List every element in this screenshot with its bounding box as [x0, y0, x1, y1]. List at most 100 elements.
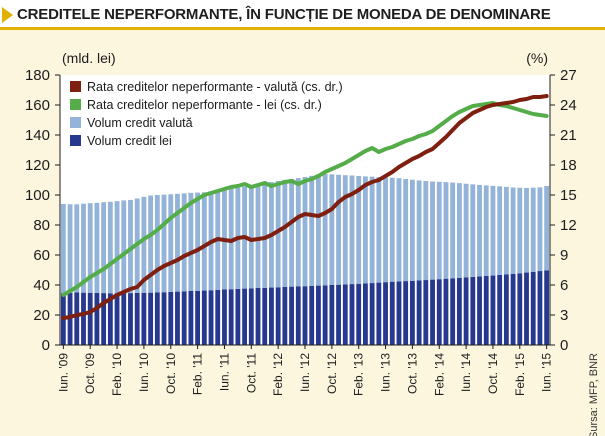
- bar-volum-valuta: [101, 202, 107, 294]
- y-left-tick-label: 120: [25, 157, 50, 174]
- bar-volum-lei: [101, 293, 107, 345]
- bar-volum-lei: [389, 281, 395, 345]
- bar-volum-lei: [376, 282, 382, 345]
- bar-volum-valuta: [195, 192, 201, 291]
- y-right-tick-label: 12: [560, 217, 577, 234]
- bar-volum-valuta: [490, 185, 496, 276]
- bar-volum-valuta: [295, 178, 301, 287]
- bar-volum-lei: [316, 285, 321, 345]
- y-left-tick-label: 140: [25, 127, 50, 144]
- bar-volum-lei: [396, 281, 402, 345]
- legend-swatch: [70, 117, 81, 128]
- bar-volum-valuta: [369, 176, 375, 284]
- bar-volum-lei: [87, 292, 93, 345]
- x-tick-label: Iun. '12: [298, 353, 312, 392]
- bar-volum-lei: [208, 290, 214, 345]
- bar-volum-valuta: [154, 195, 160, 293]
- bar-volum-lei: [362, 283, 368, 345]
- x-tick-label: Oct. '12: [325, 353, 339, 394]
- x-tick-label: Oct. '11: [244, 353, 258, 393]
- line-rata-valuta: [61, 94, 549, 320]
- bar-volum-lei: [121, 293, 127, 345]
- bar-volum-valuta: [450, 182, 456, 279]
- bar-volum-valuta: [483, 185, 489, 276]
- bar-volum-lei: [416, 280, 422, 345]
- bar-volum-valuta: [383, 177, 388, 283]
- bar-volum-lei: [114, 293, 120, 345]
- bar-volum-valuta: [403, 178, 409, 282]
- bar-volum-lei: [409, 280, 415, 345]
- bar-volum-valuta: [423, 181, 429, 281]
- bar-volum-valuta: [510, 187, 516, 274]
- bar-volum-lei: [456, 277, 462, 345]
- x-tick-label: Iun. '15: [540, 353, 554, 392]
- y-right-tick-label: 6: [560, 277, 568, 294]
- legend-item-rata-valuta: Rata creditelor neperformante - valută (…: [70, 80, 343, 94]
- x-tick-label: Feb. '15: [513, 353, 527, 396]
- bar-volum-lei: [423, 280, 429, 345]
- bar-volum-valuta: [161, 194, 167, 293]
- legend-label: Rata creditelor neperformante - lei (cs.…: [87, 98, 322, 112]
- bar-volum-valuta: [74, 204, 80, 293]
- y-right-tick-label: 9: [560, 247, 568, 264]
- bar-volum-valuta: [503, 186, 509, 275]
- bar-volum-lei: [269, 287, 274, 345]
- legend-item-volum-lei: Volum credit lei: [70, 134, 172, 148]
- bar-volum-valuta: [81, 203, 86, 293]
- bar-volum-valuta: [430, 181, 435, 280]
- bar-volum-lei: [201, 290, 207, 345]
- bar-volum-lei: [195, 290, 201, 345]
- y-right-tick-label: 0: [560, 337, 568, 354]
- line-rata-lei: [61, 101, 549, 297]
- y-left-axis-label: (mld. lei): [62, 50, 116, 66]
- bar-volum-valuta: [322, 174, 328, 286]
- bar-volum-lei: [510, 273, 516, 345]
- bar-volum-valuta: [282, 179, 288, 287]
- lines-layer: [61, 94, 549, 320]
- bar-volum-valuta: [201, 192, 207, 291]
- y-left-tick-label: 0: [42, 337, 50, 354]
- bar-volum-lei: [450, 278, 456, 345]
- bar-volum-valuta: [362, 176, 368, 284]
- bar-volum-valuta: [121, 200, 127, 294]
- bar-volum-valuta: [175, 193, 180, 292]
- legend-item-volum-valuta: Volum credit valută: [70, 116, 193, 130]
- x-tick-label: Feb. '11: [191, 353, 205, 395]
- bar-volum-lei: [477, 276, 482, 345]
- bar-volum-valuta: [114, 201, 120, 294]
- y-left-tick-label: 180: [25, 67, 50, 84]
- y-right-tick-label: 27: [560, 67, 577, 84]
- bar-volum-valuta: [436, 181, 442, 280]
- bar-volum-valuta: [168, 194, 174, 292]
- y-left-tick-label: 60: [33, 247, 50, 264]
- bar-volum-lei: [141, 292, 147, 345]
- bar-volum-valuta: [477, 184, 482, 277]
- x-tick-label: Iun. '09: [56, 353, 70, 392]
- bar-volum-lei: [436, 279, 442, 345]
- bar-volum-lei: [503, 274, 509, 345]
- chart-title: CREDITELE NEPERFORMANTE, ÎN FUNCȚIE DE M…: [17, 6, 551, 23]
- y-left-tick-label: 20: [33, 307, 50, 324]
- bar-volum-lei: [235, 288, 241, 345]
- bar-volum-valuta: [67, 204, 73, 293]
- bar-volum-valuta: [497, 186, 503, 275]
- x-tick-label: Iun. '13: [379, 353, 393, 392]
- bar-volum-lei: [497, 274, 503, 345]
- bar-volum-valuta: [228, 188, 234, 290]
- bar-volum-valuta: [349, 175, 355, 285]
- y-left-tick-label: 40: [33, 277, 50, 294]
- bar-volum-lei: [228, 289, 234, 345]
- legend-swatch: [70, 99, 81, 110]
- x-tick-label: Iun. '11: [217, 353, 231, 391]
- y-left-tick-label: 100: [25, 187, 50, 204]
- bar-volum-lei: [248, 288, 254, 345]
- bar-volum-valuta: [248, 185, 254, 289]
- bar-volum-valuta: [456, 183, 462, 278]
- legend: Rata creditelor neperformante - valută (…: [70, 80, 343, 148]
- bar-volum-lei: [383, 282, 388, 345]
- bar-volum-lei: [544, 270, 550, 345]
- x-tick-label: Oct. '13: [405, 353, 419, 394]
- bar-volum-lei: [262, 287, 268, 345]
- y-right-tick-label: 15: [560, 187, 577, 204]
- legend-swatch: [70, 135, 81, 146]
